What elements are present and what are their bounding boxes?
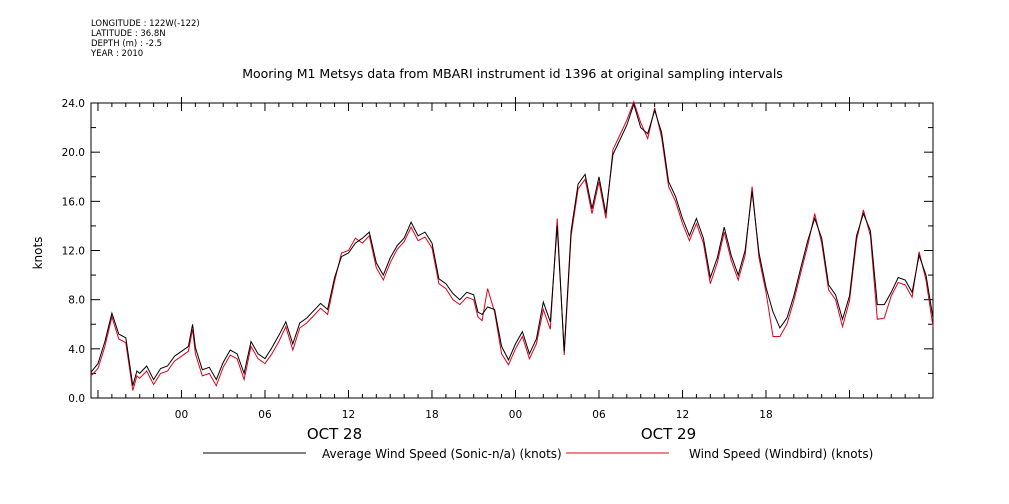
y-axis-label: knots: [31, 237, 45, 270]
latitude-text: LATITUDE : 36.8N: [91, 29, 166, 39]
x-tick-label: 00: [175, 409, 188, 421]
series-line-average-wind: [90, 102, 934, 386]
series-line-windbird: [90, 100, 934, 391]
x-tick-label: 06: [258, 409, 272, 421]
y-tick-label: 16.0: [62, 196, 85, 208]
year-text: YEAR : 2010: [91, 49, 144, 59]
x-tick-label: 12: [676, 409, 689, 421]
y-tick-label: 4.0: [68, 344, 85, 356]
x-tick-label: 18: [759, 409, 772, 421]
legend-label-windbird: Wind Speed (Windbird) (knots): [689, 447, 873, 461]
y-tick-label: 20.0: [62, 147, 85, 159]
depth-text: DEPTH (m) : -2.5: [91, 39, 163, 49]
y-tick-label: 12.0: [62, 246, 85, 258]
y-tick-label: 8.0: [68, 295, 85, 307]
x-tick-label: 06: [592, 409, 606, 421]
chart-title: Mooring M1 Metsys data from MBARI instru…: [242, 66, 783, 81]
metadata-block: LONGITUDE : 122W(-122) LATITUDE : 36.8N …: [91, 19, 200, 59]
longitude-text: LONGITUDE : 122W(-122): [91, 19, 200, 29]
legend-label-average: Average Wind Speed (Sonic-n/a) (knots): [322, 447, 562, 461]
date-label: OCT 29: [641, 425, 696, 443]
x-tick-label: 00: [509, 409, 522, 421]
x-tick-label: 18: [425, 409, 438, 421]
y-tick-label: 24.0: [62, 98, 85, 110]
y-tick-label: 0.0: [68, 393, 85, 405]
date-label: OCT 28: [307, 425, 362, 443]
x-tick-label: 12: [342, 409, 355, 421]
